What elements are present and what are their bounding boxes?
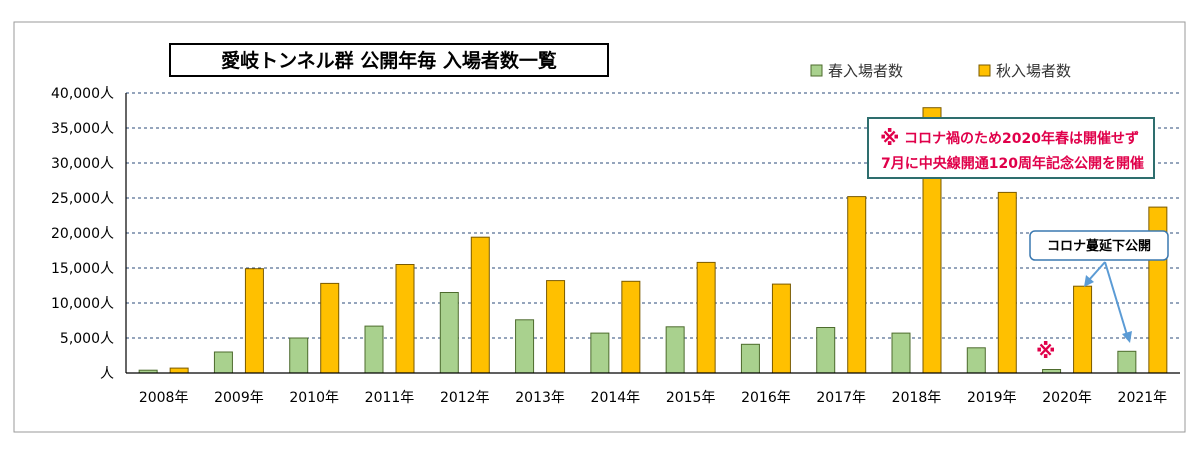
covid-note: ※ コロナ禍のため2020年春は開催せず 7月に中央線開通120周年記念公開を開… (867, 117, 1155, 179)
x-tick-label: 2019年 (967, 390, 1017, 406)
x-tick-label: 2012年 (440, 390, 490, 406)
y-tick-label: 30,000人 (51, 156, 114, 172)
bar-autumn (696, 261, 716, 374)
bar-autumn (320, 282, 340, 374)
bar-spring (213, 351, 233, 374)
bar-spring (1117, 350, 1137, 374)
legend-swatch-spring (810, 64, 823, 77)
bar-spring (740, 343, 760, 374)
y-tick-label: 35,000人 (51, 121, 114, 137)
y-tick-label: 5,000人 (60, 331, 114, 347)
y-tick-label: 20,000人 (51, 226, 114, 242)
callout-arrowhead-2021 (1122, 331, 1132, 343)
callout-arrowhead-2020 (1084, 275, 1094, 287)
bar-autumn (244, 268, 264, 374)
covid-note-line2: 7月に中央線開通120周年記念公開を開催 (881, 155, 1144, 172)
title-box (169, 43, 609, 77)
y-tick-label: 25,000人 (51, 191, 114, 207)
bar-autumn (169, 367, 189, 374)
x-tick-label: 2020年 (1042, 390, 1092, 406)
bar-autumn (771, 283, 791, 374)
x-tick-label: 2015年 (666, 390, 716, 406)
bar-autumn (847, 196, 867, 374)
x-tick-label: 2018年 (892, 390, 942, 406)
bar-spring (590, 332, 610, 374)
mark-2020: ※ (1036, 339, 1055, 363)
x-tick-label: 2011年 (365, 390, 415, 406)
x-tick-label: 2008年 (139, 390, 189, 406)
bar-spring (439, 292, 459, 374)
y-tick-label: 人 (100, 366, 114, 382)
bar-spring (364, 325, 384, 374)
callout-box (1029, 230, 1169, 261)
callout-text: コロナ蔓延下公開 (1047, 238, 1151, 254)
bar-spring (891, 332, 911, 374)
bar-spring (665, 326, 685, 374)
chart-title: 愛岐トンネル群 公開年毎 入場者数一覧 (221, 49, 557, 72)
x-tick-label: 2013年 (515, 390, 565, 406)
y-tick-label: 40,000人 (51, 86, 114, 102)
bar-spring (515, 319, 535, 374)
x-axis-ticks: 2008年 2009年 2010年 2011年 2012年 2013年 2014年 2015年… (139, 390, 1167, 406)
bar-spring (816, 327, 836, 374)
covid-note-line1: コロナ禍のため2020年春は開催せず (904, 130, 1139, 147)
bar-autumn (470, 236, 490, 374)
callout-arrow-2021 (1104, 261, 1128, 336)
bar-autumn (997, 191, 1017, 374)
callout-arrow-2020 (1088, 261, 1106, 281)
bar-autumn (1073, 285, 1093, 374)
covid-note-box (867, 117, 1155, 179)
y-tick-label: 10,000人 (51, 296, 114, 312)
bar-autumn (546, 280, 566, 374)
bar-spring (966, 347, 986, 374)
bar-autumn (395, 264, 415, 374)
y-tick-label: 15,000人 (51, 261, 114, 277)
y-axis-ticks: 人 5,000人 10,000人 15,000人 20,000人 25,000人 30,00… (51, 86, 114, 382)
covid-note-mark: ※ (880, 126, 899, 150)
covid-callout: コロナ蔓延下公開 (1029, 230, 1169, 343)
legend-label-autumn: 秋入場者数 (996, 62, 1071, 80)
x-tick-label: 2009年 (214, 390, 264, 406)
x-tick-label: 2016年 (741, 390, 791, 406)
x-tick-label: 2014年 (591, 390, 641, 406)
x-tick-label: 2017年 (816, 390, 866, 406)
legend-swatch-autumn (978, 64, 991, 77)
legend-label-spring: 春入場者数 (828, 62, 903, 80)
bar-autumn (621, 280, 641, 374)
x-tick-label: 2021年 (1118, 390, 1168, 406)
bar-spring (289, 337, 309, 374)
x-tick-label: 2010年 (289, 390, 339, 406)
legend: 春入場者数 秋入場者数 (810, 62, 1071, 80)
